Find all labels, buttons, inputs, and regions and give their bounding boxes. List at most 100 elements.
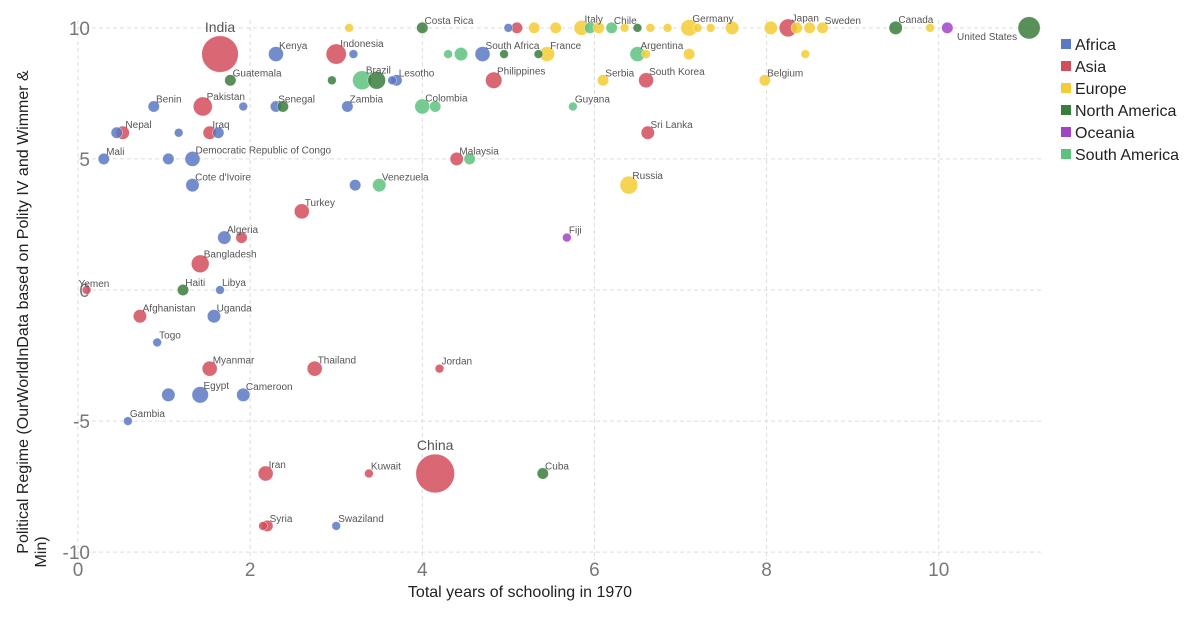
data-point[interactable] bbox=[619, 175, 639, 195]
data-point[interactable] bbox=[344, 23, 354, 33]
data-point[interactable] bbox=[619, 23, 630, 33]
data-point[interactable] bbox=[597, 74, 610, 87]
data-point[interactable] bbox=[592, 21, 605, 34]
legend-label[interactable]: Africa bbox=[1075, 37, 1116, 54]
data-point[interactable] bbox=[193, 96, 213, 117]
data-point[interactable] bbox=[349, 179, 362, 192]
data-point[interactable] bbox=[416, 21, 429, 34]
x-tick-label: 10 bbox=[928, 560, 949, 581]
data-point[interactable] bbox=[325, 43, 347, 65]
data-point[interactable] bbox=[217, 230, 232, 245]
data-point[interactable] bbox=[443, 49, 453, 59]
data-point[interactable] bbox=[174, 128, 184, 138]
data-point[interactable] bbox=[605, 21, 618, 34]
data-point[interactable] bbox=[81, 285, 92, 295]
data-point[interactable] bbox=[1017, 16, 1041, 40]
data-point[interactable] bbox=[387, 75, 397, 85]
data-point[interactable] bbox=[293, 203, 310, 220]
data-point[interactable] bbox=[641, 49, 651, 59]
data-point[interactable] bbox=[201, 35, 239, 73]
data-point[interactable] bbox=[705, 23, 716, 33]
data-point[interactable] bbox=[449, 151, 464, 166]
data-point[interactable] bbox=[212, 126, 225, 139]
data-point[interactable] bbox=[276, 100, 289, 113]
data-point[interactable] bbox=[258, 521, 268, 531]
data-point[interactable] bbox=[429, 100, 442, 113]
data-point[interactable] bbox=[454, 47, 468, 62]
data-point[interactable] bbox=[485, 71, 503, 89]
data-point[interactable] bbox=[568, 101, 578, 112]
data-point[interactable] bbox=[364, 468, 374, 479]
data-point[interactable] bbox=[133, 309, 147, 324]
data-point[interactable] bbox=[758, 74, 771, 87]
data-point[interactable] bbox=[341, 100, 354, 113]
data-point[interactable] bbox=[191, 254, 210, 273]
data-point[interactable] bbox=[941, 21, 954, 34]
data-point[interactable] bbox=[331, 521, 341, 531]
legend-label[interactable]: South America bbox=[1075, 147, 1179, 164]
data-point[interactable] bbox=[257, 465, 274, 482]
point-label: France bbox=[550, 41, 582, 52]
data-point[interactable] bbox=[800, 49, 811, 59]
data-point[interactable] bbox=[434, 363, 445, 374]
data-point[interactable] bbox=[725, 20, 740, 35]
legend-swatch bbox=[1061, 105, 1071, 115]
data-point[interactable] bbox=[562, 232, 572, 243]
data-point[interactable] bbox=[191, 386, 209, 404]
data-point[interactable] bbox=[662, 23, 673, 33]
data-point[interactable] bbox=[207, 309, 221, 324]
data-point[interactable] bbox=[645, 23, 656, 33]
data-point[interactable] bbox=[528, 21, 541, 34]
data-point[interactable] bbox=[463, 152, 476, 165]
data-point[interactable] bbox=[162, 152, 175, 165]
data-point[interactable] bbox=[306, 360, 323, 377]
data-point[interactable] bbox=[367, 71, 386, 90]
data-point[interactable] bbox=[693, 23, 703, 33]
data-point[interactable] bbox=[816, 21, 829, 34]
data-point[interactable] bbox=[185, 178, 200, 193]
data-point[interactable] bbox=[640, 125, 655, 140]
data-point[interactable] bbox=[803, 21, 816, 34]
data-point[interactable] bbox=[177, 284, 189, 296]
data-point[interactable] bbox=[123, 416, 133, 426]
legend-label[interactable]: Europe bbox=[1075, 81, 1127, 98]
data-point[interactable] bbox=[327, 75, 337, 85]
data-point[interactable] bbox=[763, 20, 778, 35]
data-point[interactable] bbox=[147, 100, 160, 113]
y-axis-title-group: Political Regime (OurWorldInData based o… bbox=[15, 70, 50, 568]
point-label: Egypt bbox=[204, 381, 230, 392]
point-label: Bangladesh bbox=[204, 250, 257, 261]
data-point[interactable] bbox=[474, 46, 491, 62]
data-point[interactable] bbox=[268, 46, 284, 62]
data-point[interactable] bbox=[536, 467, 549, 480]
data-point[interactable] bbox=[925, 23, 935, 33]
data-point[interactable] bbox=[632, 23, 643, 33]
data-point[interactable] bbox=[215, 285, 225, 295]
data-point[interactable] bbox=[235, 231, 248, 244]
data-point[interactable] bbox=[790, 21, 803, 34]
data-point[interactable] bbox=[236, 387, 251, 402]
legend-label[interactable]: Asia bbox=[1075, 59, 1106, 76]
data-point[interactable] bbox=[372, 178, 387, 193]
data-point[interactable] bbox=[201, 360, 218, 377]
data-point[interactable] bbox=[638, 72, 654, 89]
data-point[interactable] bbox=[161, 387, 176, 402]
data-point[interactable] bbox=[152, 337, 162, 348]
data-point[interactable] bbox=[683, 48, 696, 61]
point-label: Japan bbox=[792, 14, 819, 25]
data-point[interactable] bbox=[348, 49, 359, 59]
data-point[interactable] bbox=[415, 453, 455, 494]
legend-label[interactable]: Oceania bbox=[1075, 125, 1135, 142]
point-label: Belgium bbox=[767, 68, 803, 79]
data-point[interactable] bbox=[503, 23, 514, 33]
data-point[interactable] bbox=[97, 152, 110, 165]
data-point[interactable] bbox=[533, 49, 544, 59]
data-point[interactable] bbox=[224, 74, 237, 87]
data-point[interactable] bbox=[110, 126, 123, 139]
data-point[interactable] bbox=[888, 20, 903, 35]
data-point[interactable] bbox=[499, 49, 509, 59]
data-point[interactable] bbox=[184, 151, 201, 167]
data-point[interactable] bbox=[238, 101, 248, 112]
data-point[interactable] bbox=[549, 21, 562, 34]
legend-label[interactable]: North America bbox=[1075, 103, 1176, 120]
